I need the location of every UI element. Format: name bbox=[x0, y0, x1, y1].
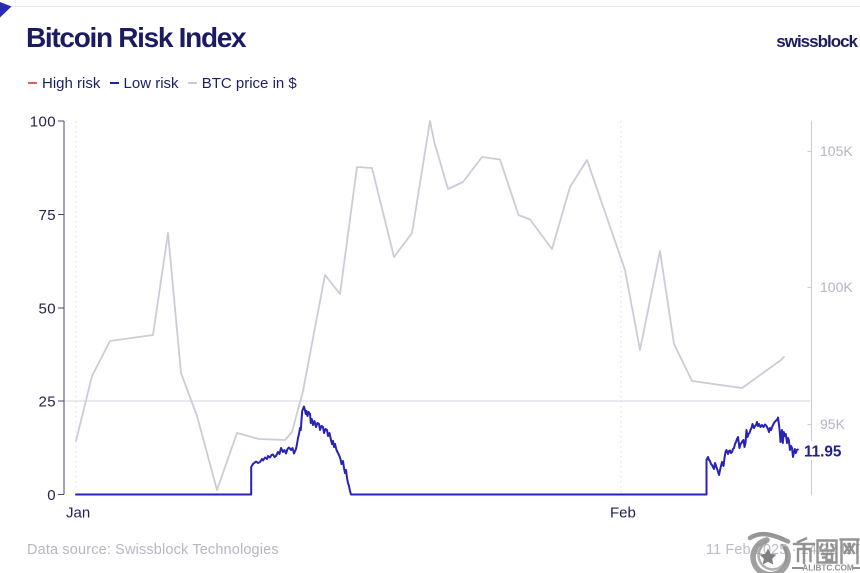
svg-text:ALIBTC.COM: ALIBTC.COM bbox=[802, 564, 854, 573]
svg-text:0: 0 bbox=[47, 487, 56, 504]
svg-text:75: 75 bbox=[39, 207, 57, 224]
svg-text:Feb: Feb bbox=[610, 505, 636, 522]
svg-text:11.95: 11.95 bbox=[804, 444, 842, 461]
svg-text:100K: 100K bbox=[820, 279, 853, 295]
svg-text:Jan: Jan bbox=[66, 505, 90, 522]
svg-text:25: 25 bbox=[39, 394, 57, 411]
svg-text:95K: 95K bbox=[820, 416, 846, 432]
svg-text:50: 50 bbox=[39, 301, 57, 318]
svg-text:100: 100 bbox=[30, 114, 56, 131]
svg-text:105K: 105K bbox=[820, 143, 853, 159]
